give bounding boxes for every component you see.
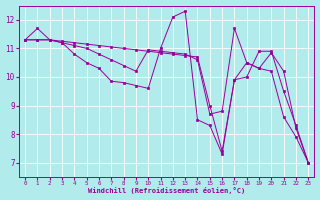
X-axis label: Windchill (Refroidissement éolien,°C): Windchill (Refroidissement éolien,°C)	[88, 187, 245, 194]
